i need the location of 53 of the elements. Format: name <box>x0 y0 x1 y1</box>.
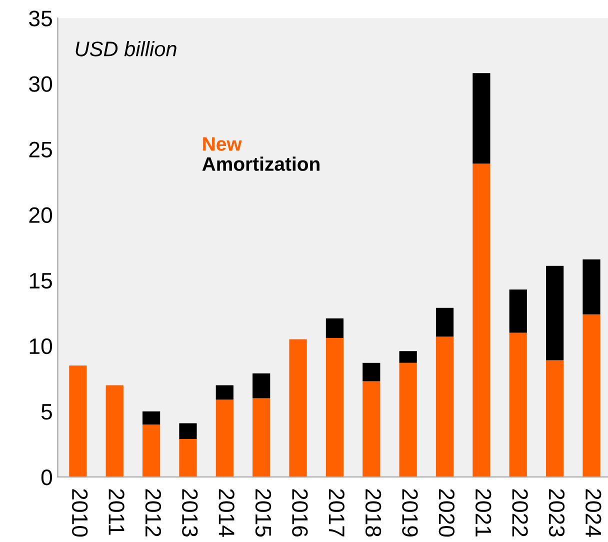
bar <box>362 362 380 382</box>
bar <box>509 332 527 477</box>
text: New <box>203 137 242 151</box>
bar <box>252 398 270 477</box>
x-tick-label: 2016 <box>292 489 308 537</box>
x-tick-label: 2017 <box>328 489 344 536</box>
bar <box>582 314 600 477</box>
bar <box>546 360 564 477</box>
bar <box>106 385 124 477</box>
x-tick-label: 2011 <box>108 489 124 535</box>
bar <box>326 338 344 477</box>
x-tick-label: 2020 <box>438 489 455 537</box>
x-tick-label: 2012 <box>145 489 162 536</box>
x-tick-label: 2021 <box>475 489 492 536</box>
annotation: USD billion <box>76 41 176 56</box>
x-tick-label: 2010 <box>72 489 88 537</box>
x-tick-label: 2013 <box>182 489 198 537</box>
bar <box>142 424 160 477</box>
text: Amortization <box>202 156 320 171</box>
bar <box>436 336 454 477</box>
x-tick-label: 2014 <box>218 489 234 537</box>
y-tick-label: 10 <box>30 338 52 354</box>
bar <box>289 339 307 477</box>
bar <box>142 411 160 425</box>
bar <box>399 362 417 477</box>
y-tick-label: 30 <box>29 76 52 92</box>
x-tick-label: 2018 <box>365 489 382 537</box>
bar <box>179 438 197 477</box>
bar <box>546 266 564 360</box>
bar <box>179 423 197 439</box>
bar <box>436 308 454 337</box>
x-tick-label: 2022 <box>512 489 528 536</box>
x-tick-label: 2024 <box>586 489 602 537</box>
y-tick-label: 25 <box>29 142 52 158</box>
bar <box>216 400 234 477</box>
x-tick-label: 2019 <box>402 489 418 536</box>
y-tick-label: 15 <box>30 273 52 289</box>
bar <box>509 289 527 333</box>
y-tick-label: 0 <box>41 469 52 486</box>
bar <box>399 351 417 363</box>
x-tick-label: 2015 <box>255 489 272 537</box>
bar <box>326 318 344 338</box>
bar <box>362 381 380 477</box>
bar <box>216 385 234 400</box>
y-tick-label: 35 <box>29 10 52 26</box>
bar <box>582 259 600 314</box>
y-tick-label: 5 <box>41 404 52 420</box>
bar <box>472 73 490 164</box>
x-tick-label: 2023 <box>548 489 565 537</box>
bar <box>472 164 490 477</box>
bar <box>69 366 87 477</box>
y-tick-label: 20 <box>29 207 52 224</box>
bar <box>252 373 270 398</box>
